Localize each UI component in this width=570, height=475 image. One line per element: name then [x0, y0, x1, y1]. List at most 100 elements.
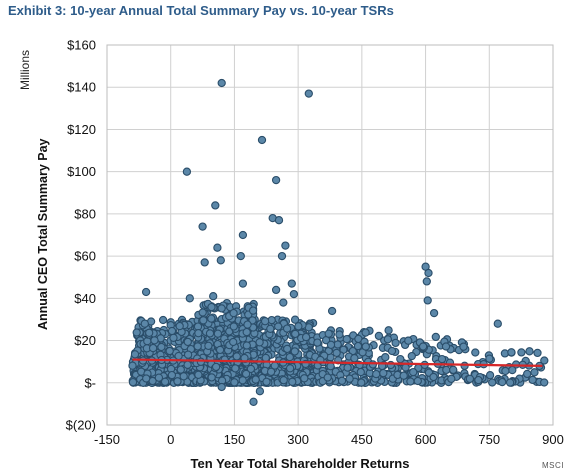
data-point-outlier	[182, 167, 192, 176]
data-point	[160, 377, 170, 386]
data-point	[381, 353, 390, 362]
data-point	[282, 324, 292, 333]
data-point-outlier	[257, 135, 267, 145]
data-point-outlier	[424, 268, 433, 278]
data-point-outlier	[274, 216, 284, 225]
x-tick-label: 900	[542, 432, 564, 447]
x-tick-label: 0	[167, 432, 174, 447]
data-point	[179, 372, 188, 381]
data-point-outlier	[493, 319, 502, 328]
data-point	[530, 368, 539, 377]
data-point	[442, 365, 451, 375]
data-point	[350, 354, 359, 363]
data-point	[447, 374, 456, 383]
axes	[106, 44, 554, 426]
data-point	[229, 322, 238, 331]
data-point	[211, 362, 221, 372]
data-point	[142, 374, 151, 383]
data-point	[342, 334, 351, 344]
data-point	[140, 319, 149, 328]
data-point	[379, 368, 388, 378]
data-point	[230, 378, 239, 387]
data-point	[128, 378, 138, 387]
data-point	[255, 338, 264, 347]
data-point	[387, 346, 397, 356]
data-point	[474, 375, 483, 385]
data-point-outlier	[255, 387, 265, 396]
data-point-outlier	[217, 78, 226, 88]
data-point	[488, 378, 497, 387]
data-point	[194, 329, 203, 338]
data-point	[231, 364, 240, 373]
x-axis-label: Ten Year Total Shareholder Returns	[190, 456, 410, 471]
data-point-outlier	[271, 285, 281, 295]
data-point	[248, 306, 258, 315]
data-point	[176, 365, 185, 374]
y-tick-label: $140	[67, 80, 96, 95]
data-point	[242, 341, 251, 350]
y-tick-label: $(20)	[66, 418, 96, 433]
data-point	[266, 367, 276, 376]
data-point	[431, 332, 440, 342]
data-point	[266, 324, 275, 333]
trendline	[132, 358, 543, 367]
data-point-outlier	[236, 251, 245, 261]
y-tick-label: $120	[67, 122, 96, 137]
data-point	[404, 336, 413, 345]
data-point	[333, 340, 342, 349]
data-point-outlier	[198, 222, 207, 231]
data-point	[401, 363, 410, 372]
data-point	[300, 374, 309, 383]
data-point-outlier	[422, 277, 431, 286]
data-point	[540, 378, 549, 387]
x-tick-label: 750	[478, 432, 500, 447]
y-tick-label: $40	[74, 291, 96, 306]
data-point	[391, 338, 400, 348]
data-point-outlier	[304, 89, 313, 98]
data-point	[418, 342, 428, 351]
data-point	[337, 376, 347, 385]
data-point-outlier	[229, 308, 238, 318]
data-point	[283, 344, 292, 354]
data-point	[154, 373, 164, 382]
data-point	[396, 354, 405, 364]
data-point-outlier	[216, 256, 225, 265]
data-point	[294, 322, 303, 331]
data-point	[193, 342, 202, 351]
data-point-outlier	[238, 279, 248, 288]
data-point	[357, 378, 366, 387]
data-point-outlier	[287, 279, 296, 288]
data-point	[345, 374, 354, 383]
data-point-outlier	[217, 382, 226, 392]
data-point	[128, 361, 137, 370]
data-point	[441, 342, 451, 351]
data-point	[132, 328, 141, 337]
data-point	[198, 308, 207, 317]
data-point	[326, 340, 336, 349]
data-point	[383, 335, 393, 344]
data-point	[372, 369, 381, 379]
data-point	[199, 316, 208, 325]
data-point	[498, 377, 507, 387]
data-point	[505, 378, 515, 387]
data-point	[238, 376, 247, 385]
data-point-outlier	[209, 292, 218, 301]
data-point	[399, 371, 408, 380]
data-point	[290, 315, 300, 324]
tick-labels: $(20) $- $20 $40 $60 $80 $100 $120 $140 $160 -150 0…	[66, 38, 564, 448]
data-point	[175, 321, 184, 331]
data-point	[243, 320, 252, 329]
data-point	[413, 376, 422, 386]
data-point	[246, 364, 256, 374]
data-point	[196, 357, 206, 366]
data-point	[251, 375, 260, 384]
data-point	[167, 326, 177, 336]
data-point	[241, 369, 251, 379]
data-point	[540, 356, 549, 365]
plot-border	[106, 44, 554, 426]
data-point	[150, 336, 159, 345]
data-point	[528, 375, 537, 385]
data-point-outlier	[213, 243, 222, 252]
data-point	[267, 315, 276, 325]
data-point	[157, 342, 166, 352]
